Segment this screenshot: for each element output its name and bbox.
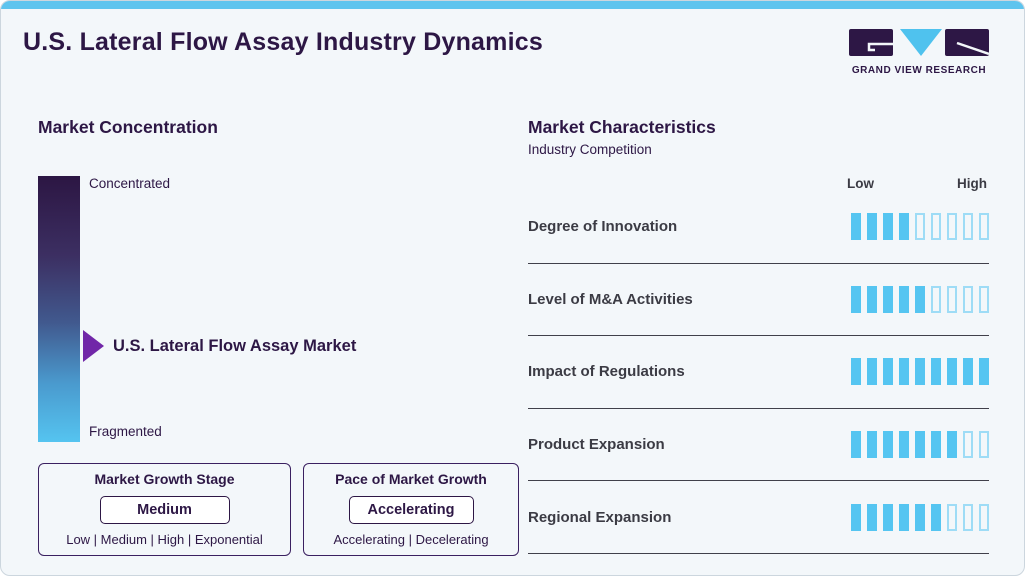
segment-filled	[851, 358, 861, 386]
market-pointer-arrow-icon	[83, 330, 104, 362]
segment-filled	[915, 285, 925, 313]
industry-competition-subheading: Industry Competition	[528, 142, 652, 157]
segment-filled	[883, 213, 893, 241]
market-growth-stage-box: Market Growth Stage Medium Low | Medium …	[38, 463, 291, 556]
pace-value-badge: Accelerating	[348, 495, 474, 524]
segment-filled	[963, 358, 973, 386]
growth-stage-options: Low | Medium | High | Exponential	[66, 532, 263, 547]
segment-empty	[947, 285, 957, 313]
segment-filled	[947, 431, 957, 459]
growth-stage-title: Market Growth Stage	[94, 471, 235, 487]
characteristic-label: Impact of Regulations	[528, 363, 685, 381]
segment-filled	[899, 431, 909, 459]
segment-empty	[931, 213, 941, 241]
segment-empty	[963, 213, 973, 241]
segment-filled	[883, 285, 893, 313]
rating-segments	[851, 503, 989, 531]
concentrated-label: Concentrated	[89, 176, 171, 191]
pace-of-growth-box: Pace of Market Growth Accelerating Accel…	[303, 463, 519, 556]
segment-filled	[867, 285, 877, 313]
segment-empty	[931, 285, 941, 313]
gvr-logo-mark	[849, 29, 990, 56]
segment-empty	[963, 431, 973, 459]
market-characteristics-heading: Market Characteristics	[528, 117, 716, 137]
segment-filled	[899, 285, 909, 313]
rating-segments	[851, 285, 989, 313]
segment-filled	[851, 431, 861, 459]
segment-filled	[851, 285, 861, 313]
characteristic-row: Level of M&A Activities	[528, 264, 989, 337]
concentration-gradient-bar	[38, 176, 80, 442]
market-concentration-heading: Market Concentration	[38, 117, 218, 137]
scale-high-label: High	[957, 176, 987, 191]
fragmented-label: Fragmented	[89, 424, 162, 439]
segment-empty	[979, 503, 989, 531]
segment-filled	[979, 358, 989, 386]
segment-filled	[867, 431, 877, 459]
characteristic-row: Product Expansion	[528, 409, 989, 482]
growth-stage-value-badge: Medium	[99, 495, 230, 524]
segment-filled	[899, 358, 909, 386]
segment-filled	[931, 358, 941, 386]
logo-g-block	[849, 29, 893, 56]
segment-empty	[963, 503, 973, 531]
segment-filled	[915, 503, 925, 531]
segment-filled	[883, 431, 893, 459]
logo-g-notch	[867, 42, 893, 52]
segment-filled	[851, 503, 861, 531]
characteristic-label: Degree of Innovation	[528, 218, 678, 236]
pace-title: Pace of Market Growth	[335, 471, 487, 487]
segment-filled	[931, 503, 941, 531]
rating-segments	[851, 358, 989, 386]
characteristic-label: Level of M&A Activities	[528, 290, 693, 308]
characteristic-label: Product Expansion	[528, 436, 665, 454]
characteristic-row: Degree of Innovation	[528, 191, 989, 264]
segment-empty	[947, 213, 957, 241]
segment-filled	[899, 213, 909, 241]
segment-filled	[867, 503, 877, 531]
segment-filled	[883, 503, 893, 531]
segment-filled	[915, 358, 925, 386]
segment-filled	[915, 431, 925, 459]
segment-empty	[979, 431, 989, 459]
rating-segments	[851, 213, 989, 241]
characteristic-label: Regional Expansion	[528, 508, 672, 526]
scale-low-label: Low	[847, 176, 874, 191]
characteristic-row: Impact of Regulations	[528, 336, 989, 409]
segment-empty	[979, 285, 989, 313]
page-title: U.S. Lateral Flow Assay Industry Dynamic…	[23, 28, 543, 56]
top-accent-bar	[1, 1, 1024, 9]
gvr-logo-text: GRAND VIEW RESEARCH	[851, 65, 987, 76]
market-pointer-label: U.S. Lateral Flow Assay Market	[113, 337, 357, 355]
segment-filled	[947, 358, 957, 386]
logo-r-leg	[956, 41, 990, 56]
segment-filled	[899, 503, 909, 531]
rating-segments	[851, 431, 989, 459]
gvr-logo: GRAND VIEW RESEARCH	[849, 27, 990, 76]
segment-empty	[915, 213, 925, 241]
segment-filled	[851, 213, 861, 241]
pace-options: Accelerating | Decelerating	[333, 532, 489, 547]
segment-filled	[867, 358, 877, 386]
characteristics-list: Degree of Innovation Level of M&A Activit…	[528, 191, 989, 554]
segment-empty	[979, 213, 989, 241]
segment-empty	[947, 503, 957, 531]
characteristic-row: Regional Expansion	[528, 481, 989, 554]
logo-v-triangle-icon	[900, 29, 942, 56]
segment-filled	[931, 431, 941, 459]
segment-empty	[963, 285, 973, 313]
segment-filled	[867, 213, 877, 241]
segment-filled	[883, 358, 893, 386]
